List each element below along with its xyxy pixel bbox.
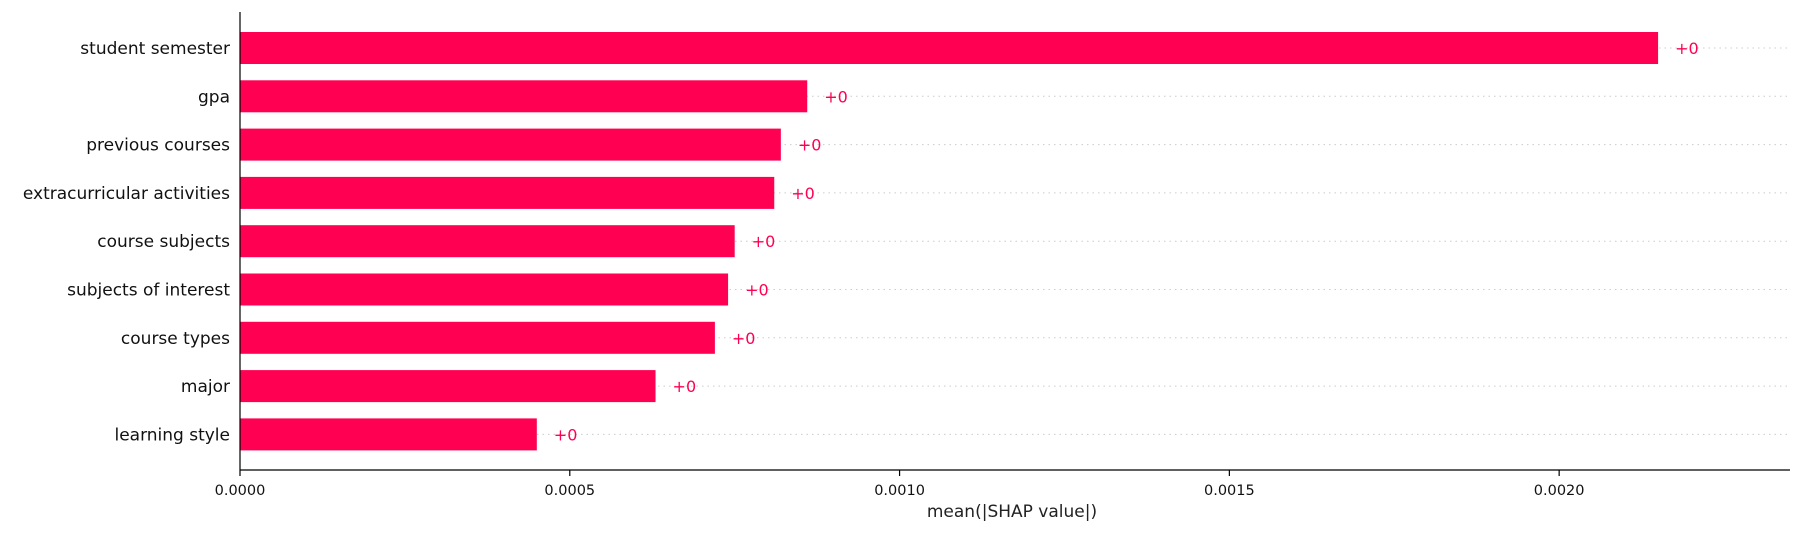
bar	[240, 370, 656, 403]
category-label: extracurricular activities	[23, 184, 230, 204]
bar-value-label: +0	[791, 184, 815, 203]
bar	[240, 32, 1659, 64]
bar-value-label: +0	[798, 136, 822, 155]
bar	[240, 418, 537, 451]
category-label: subjects of interest	[67, 281, 230, 301]
category-labels: student semester gpa previous courses extra…	[23, 39, 230, 445]
x-tick-label: 0.0005	[544, 483, 595, 499]
category-label: learning style	[114, 425, 230, 445]
category-label: gpa	[198, 87, 230, 107]
bar	[240, 128, 781, 161]
bar-value-label: +0	[1675, 39, 1699, 58]
category-label: previous courses	[86, 136, 230, 156]
bar	[240, 225, 735, 258]
x-tick-label: 0.0010	[874, 483, 925, 499]
x-tick-label: 0.0000	[215, 483, 266, 499]
x-axis-label: mean(|SHAP value|)	[927, 502, 1097, 522]
x-tick-label: 0.0015	[1204, 483, 1255, 499]
category-label: course subjects	[97, 232, 230, 252]
bar-value-label: +0	[824, 87, 848, 106]
x-ticks: 0.0000 0.0005 0.0010 0.0015 0.0020	[215, 470, 1585, 499]
bar-value-label: +0	[745, 281, 769, 300]
bar	[240, 176, 775, 209]
bar	[240, 321, 715, 354]
bar-value-label: +0	[732, 329, 756, 348]
bars	[240, 32, 1659, 451]
bar-value-label: +0	[752, 232, 776, 251]
value-labels: +0 +0 +0 +0 +0 +0 +0 +0 +0	[554, 39, 1699, 444]
category-label: major	[181, 377, 230, 397]
bar	[240, 80, 808, 113]
category-label: student semester	[80, 39, 230, 59]
bar-value-label: +0	[673, 377, 697, 396]
bar-value-label: +0	[554, 425, 578, 444]
x-tick-label: 0.0020	[1534, 483, 1585, 499]
bar	[240, 273, 729, 306]
category-label: course types	[121, 329, 230, 349]
